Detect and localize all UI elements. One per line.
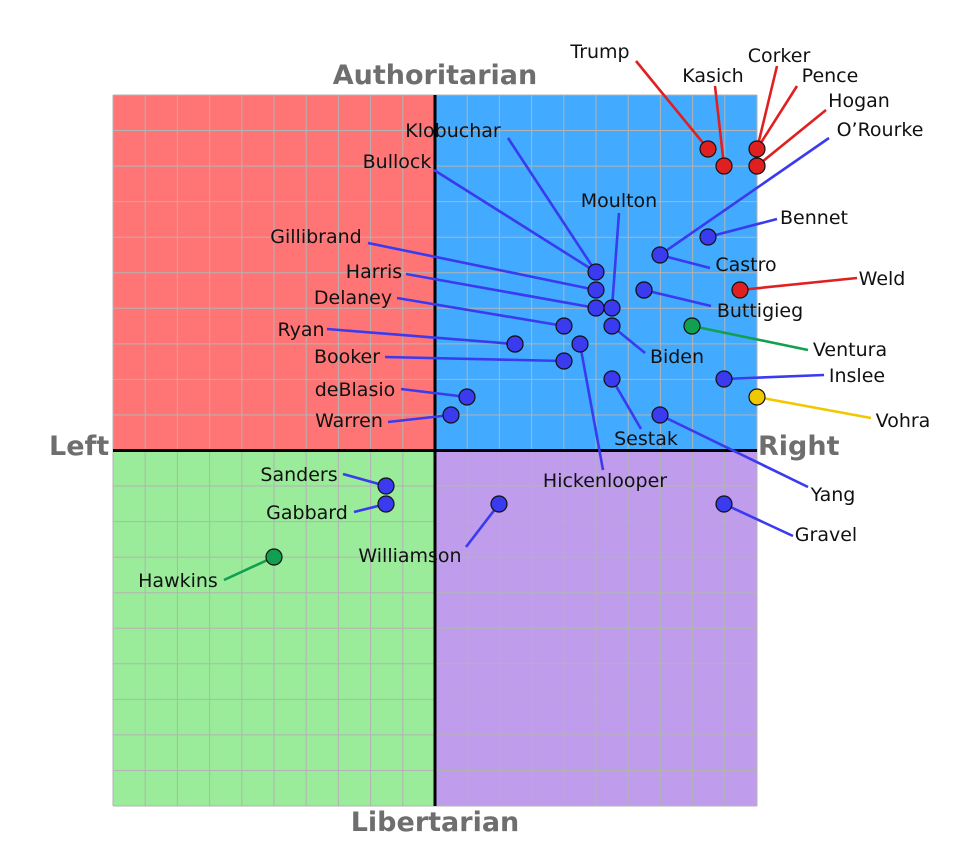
label-weld: Weld	[859, 268, 906, 290]
label-deblasio: deBlasio	[315, 379, 396, 401]
point-yang	[651, 406, 669, 424]
label-ryan: Ryan	[277, 319, 324, 341]
leader-line-bullock	[433, 168, 597, 274]
label-klobuchar: Klobuchar	[405, 120, 501, 142]
label-biden: Biden	[650, 346, 704, 368]
leader-line-bennet	[707, 217, 778, 239]
point-hogan	[748, 157, 766, 175]
leader-line-trump	[634, 60, 710, 150]
point-gillibrand	[587, 299, 605, 317]
point-gravel	[715, 495, 733, 513]
leader-line-hickenlooper	[578, 343, 605, 471]
leader-line-harris	[405, 272, 597, 310]
label-moulton: Moulton	[581, 190, 657, 212]
point-buttigieg	[635, 281, 653, 299]
point-sanders	[377, 477, 395, 495]
leader-line-ventura	[691, 324, 809, 352]
point-ryan	[506, 335, 524, 353]
point-vohra	[748, 388, 766, 406]
label-delaney: Delaney	[314, 287, 392, 309]
label-gabbard: Gabbard	[266, 502, 348, 524]
label-castro: Castro	[715, 254, 776, 276]
point-deblasio	[458, 388, 476, 406]
label-trump: Trump	[569, 41, 629, 63]
point-bennet	[699, 228, 717, 246]
leader-line-moulton	[610, 212, 621, 309]
leader-line-yang	[659, 413, 809, 489]
axis-label-bottom: Libertarian	[351, 807, 520, 838]
label-o-rourke: O’Rourke	[837, 119, 924, 141]
label-inslee: Inslee	[829, 365, 885, 387]
leader-line-williamson	[464, 503, 501, 548]
point-hawkins	[265, 548, 283, 566]
label-vohra: Vohra	[876, 410, 931, 432]
point-o-rourke	[651, 246, 669, 264]
label-leader-lines	[223, 60, 872, 582]
point-hickenlooper	[571, 335, 589, 353]
label-hickenlooper: Hickenlooper	[543, 470, 667, 492]
point-kasich	[715, 157, 733, 175]
leader-line-corker	[755, 65, 779, 150]
leader-line-vohra	[756, 395, 872, 420]
label-ventura: Ventura	[813, 339, 887, 361]
leader-line-gravel	[723, 502, 794, 538]
leader-line-booker	[384, 355, 565, 363]
label-gravel: Gravel	[795, 524, 857, 546]
axis-label-right: Right	[758, 431, 840, 462]
label-pence: Pence	[802, 65, 859, 87]
label-williamson: Williamson	[358, 545, 461, 567]
point-klobuchar	[587, 263, 605, 281]
leader-line-sestak	[610, 378, 643, 430]
label-hawkins: Hawkins	[138, 570, 218, 592]
leader-line-hawkins	[223, 555, 275, 582]
point-gabbard	[377, 495, 395, 513]
leader-line-gillibrand	[367, 241, 597, 292]
point-weld	[731, 281, 749, 299]
leader-line-deblasio	[400, 387, 468, 399]
label-yang: Yang	[810, 484, 856, 506]
data-points	[265, 140, 766, 566]
point-trump	[699, 140, 717, 158]
leader-line-kasich	[713, 85, 726, 167]
label-bennet: Bennet	[780, 207, 848, 229]
point-harris	[555, 317, 573, 335]
leader-line-hogan	[756, 108, 827, 168]
leader-line-weld	[739, 276, 858, 292]
point-moulton	[603, 299, 621, 317]
leader-line-klobuchar	[506, 137, 598, 273]
label-kasich: Kasich	[682, 65, 743, 87]
label-warren: Warren	[315, 410, 383, 432]
point-warren	[442, 406, 460, 424]
label-harris: Harris	[346, 261, 402, 283]
label-buttigieg: Buttigieg	[717, 300, 803, 322]
leader-line-ryan	[326, 327, 516, 346]
label-sanders: Sanders	[260, 464, 337, 486]
leader-line-delaney	[396, 296, 565, 328]
leader-line-castro	[659, 253, 711, 270]
point-booker	[555, 352, 573, 370]
point-bullock	[587, 281, 605, 299]
label-corker: Corker	[748, 45, 811, 67]
point-ventura	[683, 317, 701, 335]
center-axes	[113, 95, 757, 806]
point-williamson	[490, 495, 508, 513]
point-sestak	[603, 370, 621, 388]
point-biden	[603, 317, 621, 335]
label-bullock: Bullock	[363, 151, 432, 173]
point-corker	[748, 140, 766, 158]
label-sestak: Sestak	[614, 428, 678, 450]
leader-line-inslee	[723, 373, 825, 381]
label-gillibrand: Gillibrand	[270, 226, 361, 248]
axis-label-top: Authoritarian	[333, 60, 538, 91]
axis-label-left: Left	[49, 431, 109, 462]
leader-line-buttigieg	[643, 288, 712, 308]
point-inslee	[715, 370, 733, 388]
leader-line-o-rourke	[659, 136, 830, 257]
label-booker: Booker	[314, 346, 380, 368]
leader-line-pence	[755, 85, 799, 150]
label-hogan: Hogan	[828, 90, 890, 112]
leader-line-warren	[387, 413, 452, 424]
